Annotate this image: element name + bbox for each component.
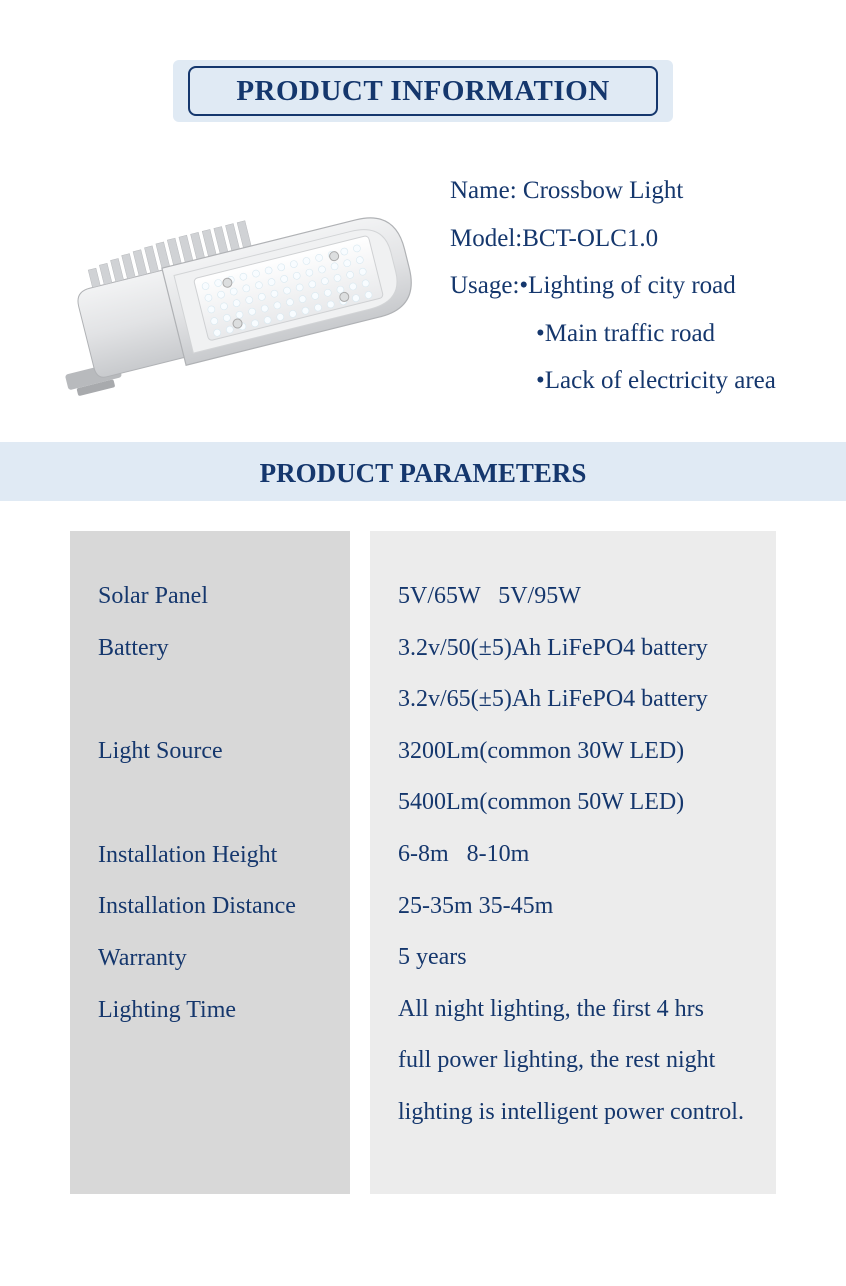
param-values-column: 5V/65W 5V/95W 3.2v/50(±5)Ah LiFePO4 batt… (370, 531, 776, 1194)
value-install-distance: 25-35m 35-45m (398, 881, 756, 933)
label-battery: Battery (98, 623, 330, 675)
spacer (98, 778, 330, 830)
product-image (30, 147, 450, 437)
label-install-height: Installation Height (98, 830, 330, 882)
value-battery-2: 3.2v/65(±5)Ah LiFePO4 battery (398, 674, 756, 726)
detail-model: Model:BCT-OLC1.0 (450, 215, 826, 263)
parameters-header: PRODUCT PARAMETERS (0, 442, 846, 501)
title-inner-border: PRODUCT INFORMATION (188, 66, 658, 116)
value-lighting-time-2: full power lighting, the rest night (398, 1035, 756, 1087)
value-light-source-2: 5400Lm(common 50W LED) (398, 777, 756, 829)
value-install-height: 6-8m 8-10m (398, 829, 756, 881)
value-light-source-1: 3200Lm(common 30W LED) (398, 726, 756, 778)
street-light-icon (40, 162, 440, 422)
label-warranty: Warranty (98, 933, 330, 985)
label-light-source: Light Source (98, 726, 330, 778)
label-solar-panel: Solar Panel (98, 571, 330, 623)
label-lighting-time: Lighting Time (98, 985, 330, 1037)
detail-usage-2: •Main traffic road (450, 310, 826, 358)
value-solar-panel: 5V/65W 5V/95W (398, 571, 756, 623)
detail-name: Name: Crossbow Light (450, 167, 826, 215)
detail-usage-1: Usage:•Lighting of city road (450, 262, 826, 310)
product-details: Name: Crossbow Light Model:BCT-OLC1.0 Us… (450, 147, 826, 437)
detail-usage-3: •Lack of electricity area (450, 357, 826, 405)
info-section: Name: Crossbow Light Model:BCT-OLC1.0 Us… (0, 147, 846, 437)
param-labels-column: Solar Panel Battery Light Source Install… (70, 531, 350, 1194)
value-lighting-time-1: All night lighting, the first 4 hrs (398, 984, 756, 1036)
value-battery-1: 3.2v/50(±5)Ah LiFePO4 battery (398, 623, 756, 675)
page-title: PRODUCT INFORMATION (236, 75, 609, 108)
value-lighting-time-3: lighting is intelligent power control. (398, 1087, 756, 1139)
title-bar: PRODUCT INFORMATION (173, 60, 673, 122)
value-warranty: 5 years (398, 932, 756, 984)
label-install-distance: Installation Distance (98, 881, 330, 933)
spacer (98, 674, 330, 726)
parameters-table: Solar Panel Battery Light Source Install… (70, 531, 776, 1194)
